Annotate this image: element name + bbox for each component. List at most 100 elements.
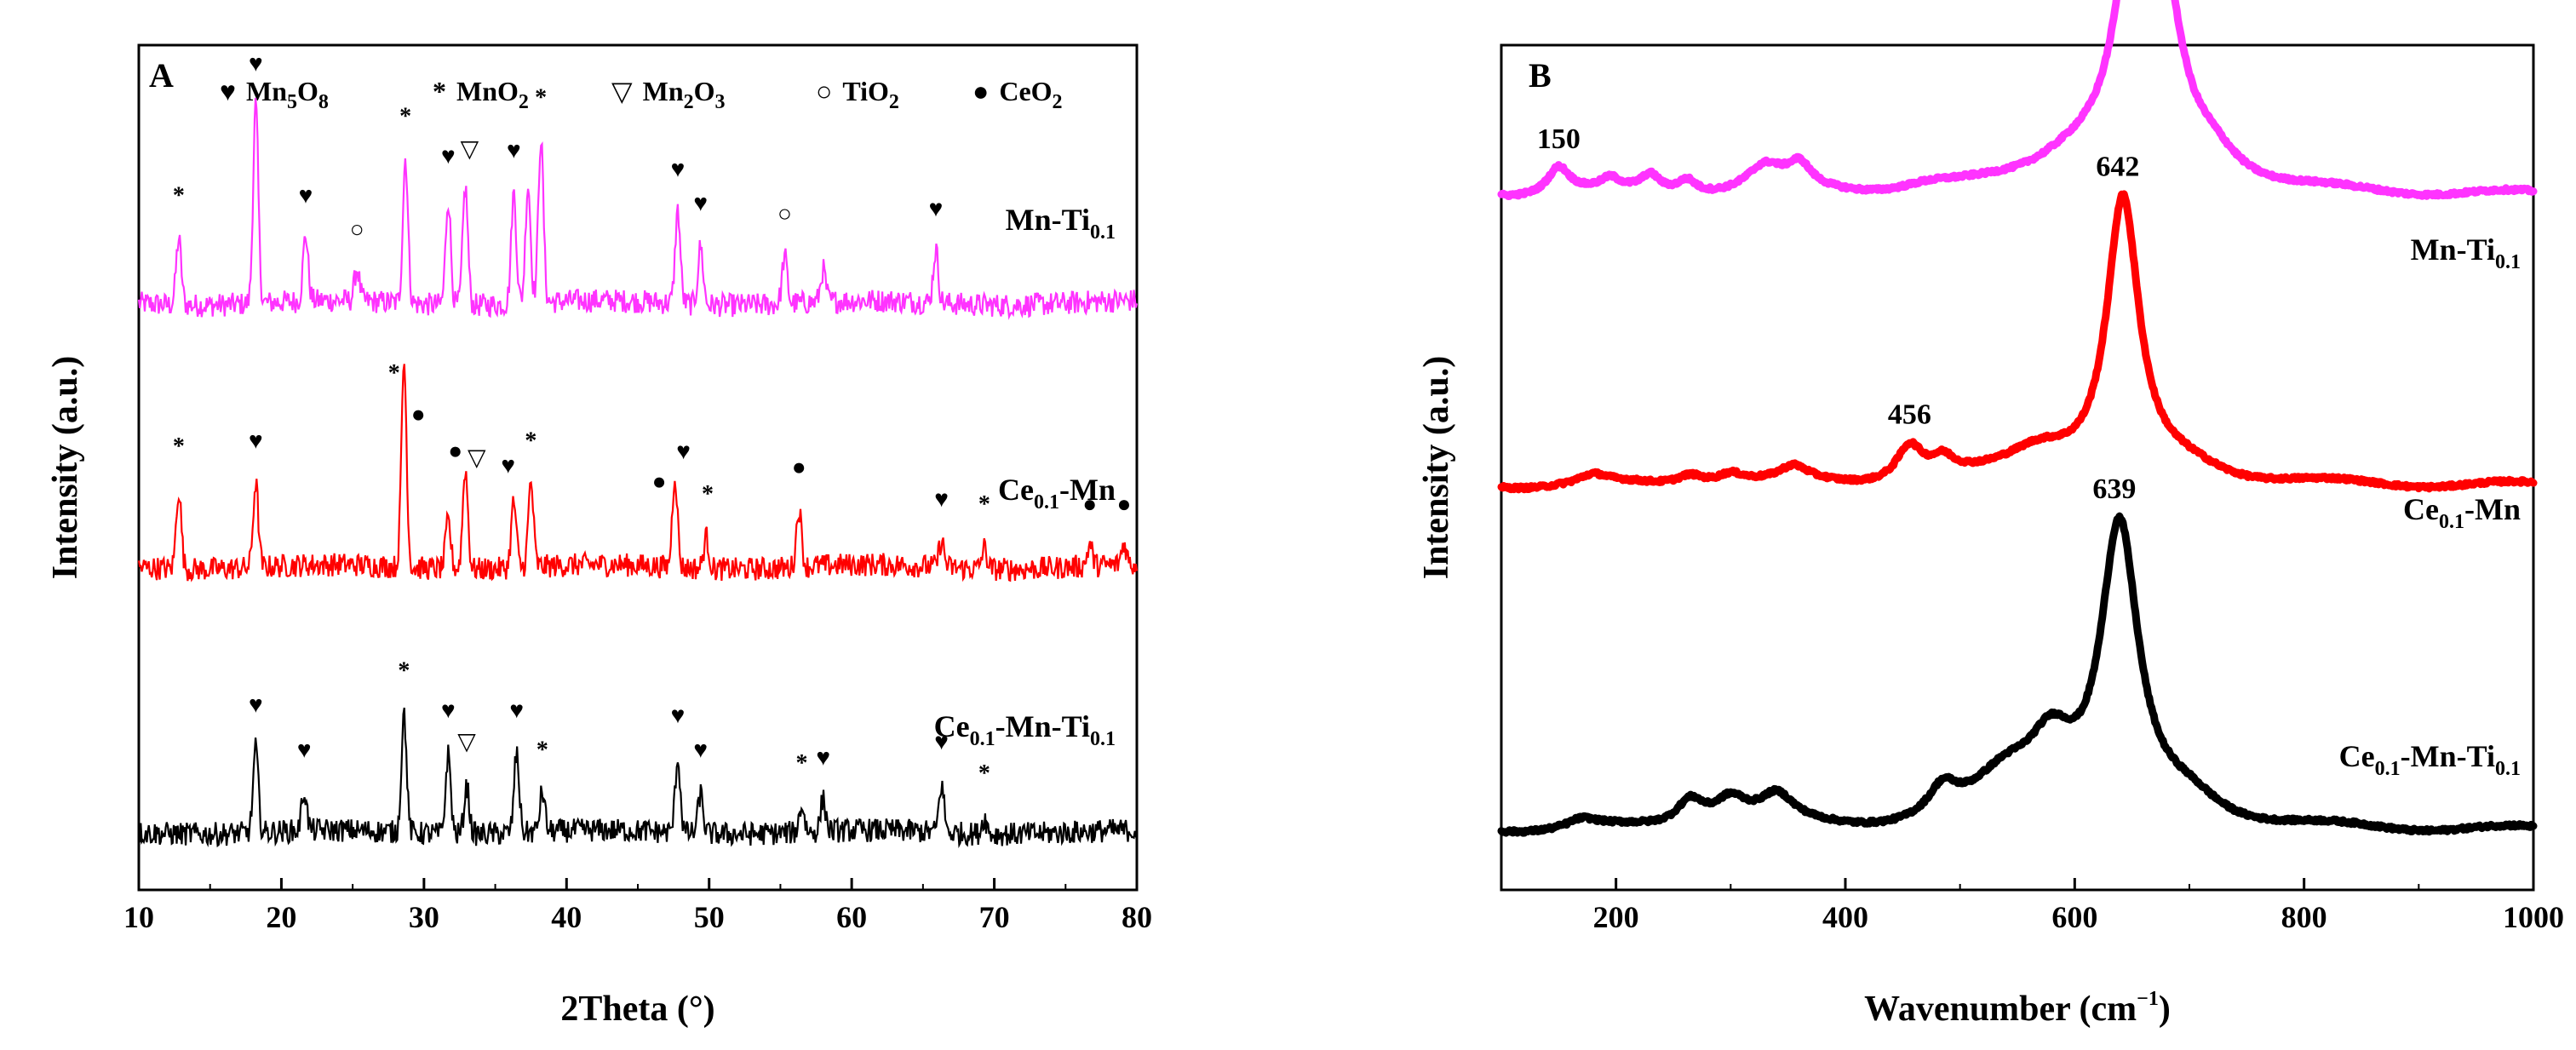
plot-frame-b [1500,43,2535,892]
legend-symbol: ● [972,76,989,106]
phase-marker: * [173,182,185,209]
curve-label-b-2: Ce0.1-Mn-Ti0.1 [2339,739,2521,780]
curve-label-a-1-part2: -Mn [1059,473,1116,507]
legend-sub: 2 [1053,91,1063,113]
curve-label-b-2-sub1: 0.1 [2375,758,2401,780]
x-tick-label-a: 40 [551,900,582,934]
legend-label: Mn [643,76,684,106]
legend-label: Mn [246,76,287,106]
curve-label-b-0-part1: Mn-Ti [2411,232,2495,267]
phase-marker: ♥ [501,453,515,479]
phase-marker: ♥ [441,697,456,724]
xrd-curve-0 [137,97,1139,320]
legend-label2: O [694,76,715,106]
raman-curve-1 [1497,190,2538,494]
phase-marker: ♥ [676,439,691,465]
x-axis-title-b-end: ) [2159,990,2171,1029]
legend-symbol: * [433,76,446,106]
panel-letter-a: A [149,56,174,95]
curve-label-a-0-part1: Mn-Ti [1006,203,1090,237]
phase-marker: ♥ [671,703,686,729]
y-axis-title-b: Intensity (a.u.) [1417,356,1456,580]
phase-marker: * [525,428,536,455]
phase-marker: ○ [350,217,364,244]
legend-sub: 2 [519,91,529,113]
peak-label: 642 [2096,152,2139,183]
phase-marker: ● [1082,491,1097,518]
x-tick-label-b: 1000 [2503,900,2564,934]
peak-label: 456 [1888,399,1931,431]
phase-marker: ○ [777,201,792,227]
phase-marker: * [702,481,714,508]
curve-label-a-1-part1: Ce [998,473,1034,507]
curve-label-b-1-part2: -Mn [2464,492,2521,526]
phase-marker: ♥ [509,697,524,724]
x-tick-label-a: 50 [694,900,725,934]
x-tick-label-b: 400 [1822,900,1868,934]
phase-marker: ♥ [693,191,708,217]
phase-marker: ♥ [249,50,263,77]
x-tick-label-b: 800 [2281,900,2327,934]
panel-b: 200 400 600 800 1000 Wavenumber (cm−1) Intensi… [1417,0,2564,1029]
phase-marker: ♥ [929,196,944,222]
legend-entry: ▽ Mn2O3 [611,76,726,113]
legend-label2: O [297,76,318,106]
curve-label-a-2-part2: -Mn-Ti [995,709,1090,743]
legend-entry: ○ TiO2 [816,76,899,113]
phase-marker: * [388,360,400,387]
phase-marker: * [536,737,548,763]
legend-symbol: ○ [816,76,832,106]
phase-marker: * [796,750,808,777]
phase-marker: ♥ [441,143,456,169]
x-axis-title-b: Wavenumber (cm−1) [1864,988,2171,1029]
raman-curve-2 [1497,512,2538,837]
curve-label-b-0-sub1: 0.1 [2495,251,2521,273]
legend-entry: ♥ Mn5O8 [220,76,329,113]
curve-label-a-2: Ce0.1-Mn-Ti0.1 [934,709,1116,750]
peak-label: 150 [1537,123,1581,155]
curve-label-b-1-sub1: 0.1 [2439,511,2464,533]
panel-letter-b: B [1529,56,1552,95]
curve-label-b-2-part1: Ce [2339,739,2375,773]
legend-label: MnO [456,76,519,106]
phase-marker: * [535,85,547,112]
curve-label-a-2-sub2: 0.1 [1090,728,1116,750]
x-tick-label-a: 80 [1122,900,1152,934]
curve-label-b-2-sub2: 0.1 [2495,758,2521,780]
phase-marker: ♥ [249,428,263,455]
phase-marker: ♥ [816,745,830,772]
phase-marker: * [173,433,185,460]
x-axis-title-a: 2Theta (°) [560,990,714,1029]
x-tick-label-a: 70 [979,900,1010,934]
legend-sub: 5 [287,91,297,113]
curve-label-a-2-sub1: 0.1 [970,728,995,750]
x-tick-label-a: 30 [409,900,439,934]
xrd-curve-1 [137,364,1139,582]
phase-marker: ♥ [507,138,521,164]
phase-marker: ● [792,455,806,481]
curve-label-b-0: Mn-Ti0.1 [2411,232,2521,273]
phase-marker: ● [1116,491,1131,518]
phase-marker: * [399,103,411,129]
legend-sub2: 3 [715,91,726,113]
curve-label-a-2-part1: Ce [934,709,970,743]
phase-marker: ● [448,439,462,465]
x-axis-title-b-main: Wavenumber (cm [1864,990,2137,1029]
legend-symbol: ▽ [611,76,633,106]
x-tick-label-a: 60 [836,900,867,934]
x-axis-title-b-sup: −1 [2137,988,2159,1010]
legend-label: TiO [842,76,889,106]
raman-curve-0 [1497,0,2538,200]
phase-marker: * [978,760,990,787]
phase-marker: ▽ [457,729,476,755]
phase-marker: ♥ [934,486,949,513]
x-tick-label-b: 200 [1593,900,1639,934]
phase-marker: ♥ [934,729,949,755]
phase-marker: ♥ [299,182,313,209]
phase-marker: * [398,657,410,684]
curve-label-a-0-sub1: 0.1 [1090,221,1116,244]
legend-label: CeO [999,76,1052,106]
phase-marker: ▽ [468,445,486,471]
curve-label-a-1: Ce0.1-Mn [998,473,1116,514]
phase-marker: ▽ [461,136,479,163]
